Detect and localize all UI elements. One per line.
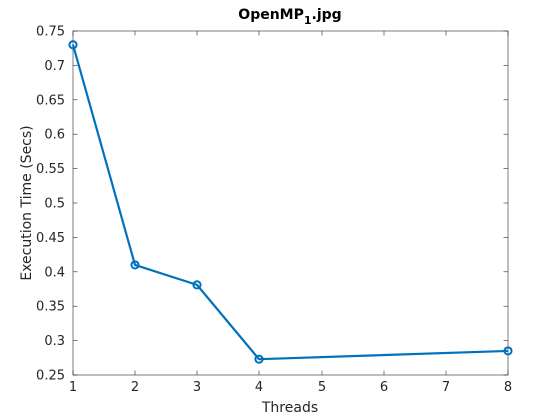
series-layer: [68, 40, 513, 364]
y-tick-label: 0.5: [44, 197, 65, 212]
y-tick-label: 0.6: [44, 128, 65, 143]
x-tick-label: 1: [69, 380, 77, 395]
x-tick-label: 7: [442, 380, 450, 395]
y-axis-label: Execution Time (Secs): [19, 125, 35, 280]
x-tick-label: 3: [193, 380, 201, 395]
x-axis-label: Threads: [261, 400, 318, 416]
plot-area: [72, 30, 509, 376]
chart-title: OpenMP1.jpg: [238, 7, 341, 27]
x-tick-label: 4: [255, 380, 263, 395]
x-tick-label: 8: [504, 380, 512, 395]
data-point: [254, 354, 264, 364]
x-tick-label: 6: [380, 380, 388, 395]
y-tick-label: 0.3: [44, 334, 65, 349]
x-tick-label: 2: [131, 380, 139, 395]
data-point: [503, 346, 513, 356]
y-tick-label: 0.4: [44, 265, 65, 280]
y-tick-label: 0.45: [36, 231, 65, 246]
y-tick-label: 0.35: [36, 300, 65, 315]
axes: 1 2 3 4 5 6 7 8 0.25 0.3 0.35 0.4 0.45 0.5 0.55 0.6 0.6…: [36, 25, 512, 396]
y-tick-label: 0.65: [36, 93, 65, 108]
data-point: [192, 280, 202, 290]
y-tick-label: 0.55: [36, 162, 65, 177]
series-line: [71, 44, 509, 361]
data-point: [130, 260, 140, 270]
y-tick-label: 0.75: [36, 25, 65, 40]
y-tick-label: 0.25: [36, 369, 65, 384]
x-tick-label: 5: [318, 380, 326, 395]
data-point: [68, 40, 78, 50]
x-axis-ticks: 1 2 3 4 5 6 7 8: [69, 31, 512, 395]
y-tick-label: 0.7: [44, 59, 65, 74]
y-axis-ticks: 0.25 0.3 0.35 0.4 0.45 0.5 0.55 0.6 0.65 0.7 0.75: [36, 25, 508, 384]
